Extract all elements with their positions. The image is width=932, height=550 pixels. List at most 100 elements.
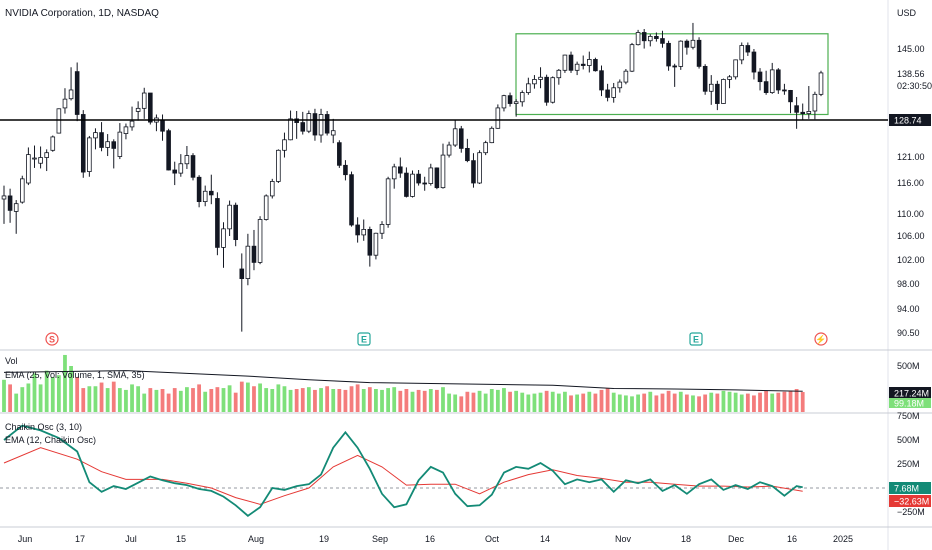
candle-body-down	[666, 42, 671, 67]
candle	[794, 96, 799, 129]
candle-body-up	[440, 154, 446, 189]
candle-body-up	[26, 154, 31, 184]
candle-body-down	[757, 71, 763, 83]
range-box[interactable]	[515, 33, 829, 116]
candle	[239, 253, 245, 332]
candle-body-down	[654, 35, 659, 39]
candle-body-down	[398, 166, 403, 174]
candle	[44, 149, 49, 172]
candle-body-down	[215, 198, 220, 248]
candle	[519, 90, 525, 107]
osc-ema-value-tag: −32.63M	[894, 496, 929, 506]
candle-body-down	[343, 164, 348, 176]
candle-body-down	[507, 95, 513, 104]
volume-bar	[331, 389, 336, 412]
candle-body-up	[129, 120, 135, 128]
candle-body-up	[635, 32, 641, 46]
candle-body-up	[806, 111, 812, 115]
volume-bar	[721, 390, 726, 412]
candle-body-up	[477, 152, 482, 184]
candle-body-down	[404, 172, 409, 197]
osc-tick-label: −250M	[897, 507, 925, 517]
volume-bar	[227, 385, 232, 412]
candle-body-up	[44, 152, 49, 158]
candle-body-up	[526, 83, 531, 93]
volume-bar	[258, 383, 262, 412]
candle	[593, 57, 598, 72]
candle-body-down	[672, 65, 677, 68]
candle-body-up	[495, 107, 501, 129]
candle-body-down	[166, 130, 171, 171]
event-markers[interactable]: S E E ⚡	[45, 332, 828, 346]
volume-bar	[99, 382, 104, 412]
candle	[343, 160, 348, 181]
volume-ema-value-tag: 99.18M	[894, 398, 924, 408]
volume-bar	[733, 392, 738, 412]
candle	[617, 79, 623, 93]
candle-body-up	[739, 45, 745, 61]
currency-label: USD	[897, 8, 917, 18]
volume-bar	[532, 393, 537, 412]
candle	[434, 167, 440, 190]
earnings-event-icon[interactable]: E	[689, 332, 703, 346]
candle	[233, 202, 238, 247]
volume-bar	[14, 393, 19, 412]
candle-body-up	[330, 130, 336, 136]
candle	[367, 226, 373, 267]
volume-bars: 500M	[2, 354, 920, 412]
candle	[599, 65, 604, 97]
candle	[745, 42, 751, 56]
candle	[818, 70, 824, 97]
candle	[80, 110, 86, 178]
candle-body-down	[422, 182, 427, 185]
volume-bar	[87, 386, 92, 412]
candle	[587, 51, 592, 73]
earnings-event-icon[interactable]: E	[357, 332, 371, 346]
split-event-icon[interactable]: S	[45, 332, 59, 346]
candle-body-up	[769, 69, 775, 93]
candle	[477, 150, 482, 185]
volume-bar	[660, 393, 665, 412]
volume-bar	[93, 386, 98, 412]
time-tick-label: 18	[681, 534, 691, 544]
candle-body-up	[574, 63, 580, 71]
candle-body-up	[483, 142, 488, 154]
candle	[123, 123, 129, 140]
candle-body-down	[782, 89, 787, 92]
volume-bar	[434, 389, 439, 412]
volume-bar	[374, 389, 378, 412]
volume-bar	[282, 386, 287, 412]
candle	[647, 34, 653, 47]
volume-bar	[294, 389, 299, 412]
candle	[306, 110, 312, 134]
countdown-label: 02:30:50	[897, 81, 932, 91]
candle	[74, 62, 80, 122]
time-tick-label: Jul	[125, 534, 137, 544]
candle	[440, 143, 446, 189]
volume-bar	[63, 354, 67, 412]
candle	[166, 128, 171, 171]
osc-tick-label: 750M	[897, 411, 920, 421]
chaikin-osc-lines: 750M 500M 250M −250M	[0, 411, 925, 517]
candle	[611, 82, 616, 103]
candle-body-up	[93, 132, 98, 139]
volume-bar	[160, 389, 165, 412]
candle	[465, 138, 470, 163]
candle	[788, 89, 793, 114]
candle	[13, 200, 19, 234]
candle	[196, 175, 202, 208]
volume-bar	[776, 392, 781, 412]
candle-body-up	[288, 118, 293, 141]
volume-bar	[233, 392, 238, 412]
candle-body-up	[56, 108, 62, 134]
candle-body-down	[324, 114, 330, 134]
volume-bar	[605, 388, 610, 412]
candle	[428, 163, 434, 186]
time-tick-label: Jun	[18, 534, 33, 544]
candle-body-up	[263, 195, 269, 220]
volume-bar	[349, 386, 354, 412]
price-tick-label: 110.00	[897, 209, 924, 219]
news-event-icon[interactable]: ⚡	[814, 332, 828, 346]
